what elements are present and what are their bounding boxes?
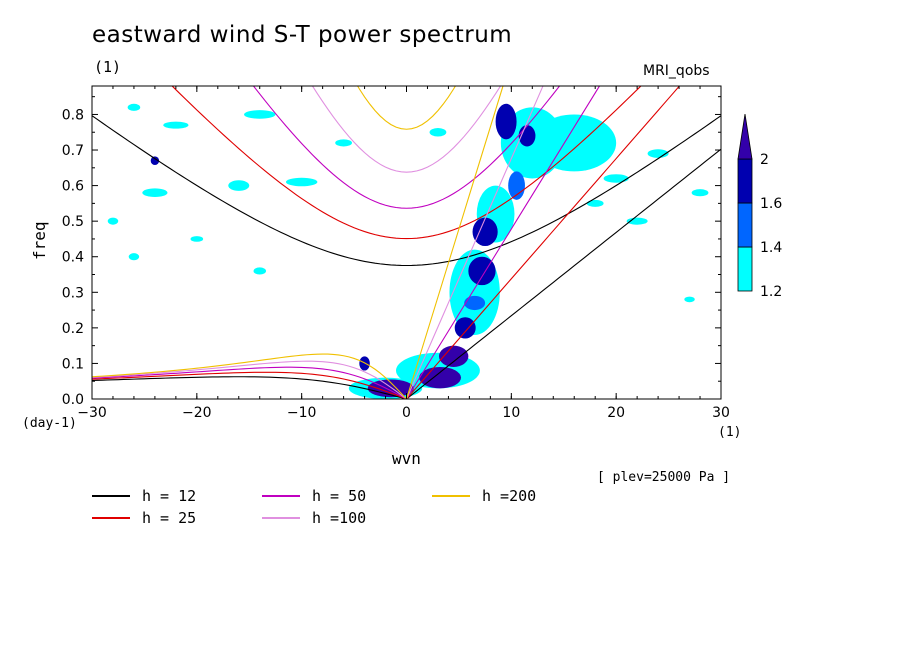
x-tick-label: 0 (402, 405, 411, 421)
colorbar-label: 1.6 (760, 196, 782, 212)
shaded-region (163, 121, 189, 129)
y-tick-label: 0.2 (62, 321, 84, 337)
shaded-region (367, 379, 414, 398)
colorbar-segment (737, 246, 753, 292)
level-note: [ plev=25000 Pa ] (597, 470, 731, 485)
gravity-curve-0 (92, 115, 721, 267)
legend-swatch (262, 517, 300, 519)
gravity-curve-1 (171, 86, 642, 240)
shaded-region (127, 103, 141, 111)
x-axis-label: wvn (392, 449, 421, 468)
y-tick-label: 0.5 (62, 214, 84, 230)
shaded-region (190, 236, 204, 242)
colorbar-arrow (737, 113, 753, 160)
legend-item: h = 25 (92, 509, 196, 527)
legend-label: h = 12 (142, 487, 197, 505)
x-tick-label: −30 (77, 405, 107, 421)
x-tick-label: −10 (287, 405, 317, 421)
legend-label: h = 25 (142, 509, 197, 527)
kelvin-curve-3 (405, 86, 544, 399)
gravity-curve-2 (252, 86, 561, 209)
shaded-region (335, 139, 352, 147)
kelvin-curve-1 (406, 86, 681, 399)
legend-swatch (92, 495, 130, 497)
plot-frame (91, 85, 722, 400)
kelvin-curve-0 (406, 148, 721, 399)
legend-item: h =100 (262, 509, 366, 527)
y-tick-label: 0.3 (62, 285, 84, 301)
legend-label: h =100 (312, 509, 367, 527)
shaded-region (228, 180, 250, 191)
legend-swatch (262, 495, 300, 497)
x-tick-label: 30 (712, 405, 730, 421)
colorbar-label: 1.4 (760, 240, 782, 256)
shaded-region (429, 127, 447, 137)
y-tick-label: 0.4 (62, 250, 84, 266)
shaded-region (464, 295, 486, 311)
shaded-region (495, 103, 517, 140)
shaded-region (253, 267, 267, 275)
shaded-region (684, 296, 695, 303)
x-tick-label: 20 (607, 405, 625, 421)
shaded-region (244, 110, 276, 119)
legend-swatch (432, 495, 470, 497)
shaded-region (107, 217, 119, 225)
legend-swatch (92, 517, 130, 519)
legend-label: h =200 (482, 487, 537, 505)
shaded-region (472, 217, 498, 247)
rossby-curve-4 (92, 353, 407, 399)
shaded-region (438, 345, 469, 367)
shaded-region (128, 253, 140, 261)
y-axis-label: freq (30, 221, 49, 260)
legend-item: h =200 (432, 487, 536, 505)
x-axis-unit: (1) (718, 425, 742, 440)
x-tick-label: 10 (502, 405, 520, 421)
shaded-region (142, 188, 168, 197)
legend-item: h = 50 (262, 487, 366, 505)
y-tick-label: 0.8 (62, 107, 84, 123)
gravity-curve-3 (311, 86, 502, 173)
shaded-region (508, 171, 525, 200)
kelvin-curve-2 (406, 86, 601, 399)
shaded-region (586, 199, 604, 207)
legend-item: h = 12 (92, 487, 196, 505)
rossby-curve-0 (92, 376, 407, 399)
rossby-curve-1 (92, 371, 407, 399)
colorbar-label: 2 (760, 152, 769, 168)
rossby-curve-2 (92, 366, 407, 399)
shaded-region (150, 156, 160, 165)
legend-label: h = 50 (312, 487, 367, 505)
colorbar-label: 1.2 (760, 284, 782, 300)
kelvin-curve-4 (405, 86, 504, 399)
shaded-region (468, 256, 496, 286)
shaded-region (532, 114, 617, 172)
model-label: MRI_qobs (643, 63, 710, 79)
gravity-curve-4 (356, 86, 457, 130)
y-tick-label: 0.1 (62, 356, 84, 372)
shaded-region (285, 177, 318, 187)
shaded-region (603, 174, 629, 183)
rossby-curve-3 (92, 360, 407, 399)
y-axis-unit: (day-1) (22, 416, 77, 431)
shaded-region (691, 189, 709, 197)
x-tick-label: −20 (182, 405, 212, 421)
y-tick-label: 0.0 (62, 392, 84, 408)
y-tick-label: 0.6 (62, 179, 84, 195)
chart-subtitle: (1) (94, 58, 122, 76)
colorbar-segment (737, 202, 753, 248)
chart-title: eastward wind S-T power spectrum (92, 22, 513, 48)
shaded-region (454, 317, 476, 339)
y-tick-label: 0.7 (62, 143, 84, 159)
colorbar-segment (737, 158, 753, 204)
